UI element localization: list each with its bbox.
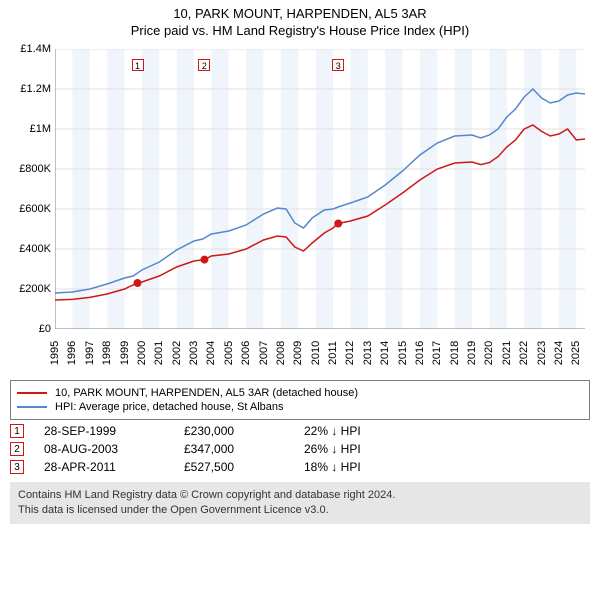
x-axis-label: 2015: [397, 341, 409, 365]
sale-date: 08-AUG-2003: [44, 442, 184, 456]
footer-licence: Contains HM Land Registry data © Crown c…: [10, 482, 590, 524]
sale-price: £527,500: [184, 460, 304, 474]
legend: 10, PARK MOUNT, HARPENDEN, AL5 3AR (deta…: [10, 380, 590, 420]
chart-svg: [55, 49, 585, 329]
x-axis-label: 2024: [553, 341, 565, 365]
x-axis-label: 2017: [431, 341, 443, 365]
x-axis-label: 2020: [483, 341, 495, 365]
y-axis-label: £1.2M: [20, 83, 51, 95]
x-axis-label: 2023: [536, 341, 548, 365]
x-axis-label: 2021: [501, 341, 513, 365]
sale-price: £230,000: [184, 424, 304, 438]
chart-area: 1 2 3 £0 £200K £400K £600K £800K £1M £1.2M £1.4M 19…: [5, 44, 595, 374]
sale-diff: 18% ↓ HPI: [304, 460, 361, 474]
y-axis-label: £1M: [30, 123, 51, 135]
sale-date: 28-SEP-1999: [44, 424, 184, 438]
x-axis-label: 2004: [205, 341, 217, 365]
footer-line: This data is licensed under the Open Gov…: [18, 503, 582, 518]
title-block: 10, PARK MOUNT, HARPENDEN, AL5 3AR Price…: [0, 0, 600, 40]
x-axis-label: 2019: [466, 341, 478, 365]
x-axis-label: 2012: [344, 341, 356, 365]
title-subtitle: Price paid vs. HM Land Registry's House …: [0, 23, 600, 38]
footer-line: Contains HM Land Registry data © Crown c…: [18, 488, 582, 503]
sale-marker-icon: 3: [10, 460, 24, 474]
x-axis-label: 2025: [570, 341, 582, 365]
x-axis-label: 2009: [292, 341, 304, 365]
y-axis-label: £200K: [19, 283, 51, 295]
title-address: 10, PARK MOUNT, HARPENDEN, AL5 3AR: [0, 6, 600, 21]
x-axis-label: 2000: [136, 341, 148, 365]
legend-label: HPI: Average price, detached house, St A…: [55, 401, 284, 413]
sales-list: 1 28-SEP-1999 £230,000 22% ↓ HPI 2 08-AU…: [0, 424, 600, 474]
sale-marker-icon: 2: [10, 442, 24, 456]
x-axis-label: 1999: [119, 341, 131, 365]
sale-diff: 22% ↓ HPI: [304, 424, 361, 438]
sale-row: 1 28-SEP-1999 £230,000 22% ↓ HPI: [10, 424, 590, 438]
x-axis-label: 2007: [258, 341, 270, 365]
x-axis-label: 2022: [518, 341, 530, 365]
plot-region: [55, 49, 585, 329]
x-axis-label: 1998: [101, 341, 113, 365]
sale-row: 2 08-AUG-2003 £347,000 26% ↓ HPI: [10, 442, 590, 456]
sale-price: £347,000: [184, 442, 304, 456]
x-axis-label: 1995: [49, 341, 61, 365]
legend-label: 10, PARK MOUNT, HARPENDEN, AL5 3AR (deta…: [55, 387, 358, 399]
x-axis-label: 2011: [327, 341, 339, 365]
y-axis-label: £600K: [19, 203, 51, 215]
x-axis-label: 2013: [362, 341, 374, 365]
y-axis-label: £1.4M: [20, 43, 51, 55]
y-axis-label: £800K: [19, 163, 51, 175]
x-axis-label: 2006: [240, 341, 252, 365]
chart-marker-icon: 1: [132, 59, 144, 71]
chart-marker-icon: 3: [332, 59, 344, 71]
sale-row: 3 28-APR-2011 £527,500 18% ↓ HPI: [10, 460, 590, 474]
x-axis-label: 1997: [84, 341, 96, 365]
x-axis-label: 2005: [223, 341, 235, 365]
x-axis-label: 2003: [188, 341, 200, 365]
x-axis-label: 2018: [449, 341, 461, 365]
y-axis-label: £400K: [19, 243, 51, 255]
chart-marker-icon: 2: [198, 59, 210, 71]
legend-line-icon: [17, 406, 47, 408]
sale-date: 28-APR-2011: [44, 460, 184, 474]
x-axis-label: 2001: [153, 341, 165, 365]
x-axis-label: 2014: [379, 341, 391, 365]
y-axis-label: £0: [39, 323, 51, 335]
legend-row: HPI: Average price, detached house, St A…: [17, 401, 583, 413]
x-axis-label: 2016: [414, 341, 426, 365]
x-axis-label: 2008: [275, 341, 287, 365]
legend-row: 10, PARK MOUNT, HARPENDEN, AL5 3AR (deta…: [17, 387, 583, 399]
sale-diff: 26% ↓ HPI: [304, 442, 361, 456]
legend-line-icon: [17, 392, 47, 394]
sale-marker-icon: 1: [10, 424, 24, 438]
x-axis-label: 1996: [66, 341, 78, 365]
x-axis-label: 2010: [310, 341, 322, 365]
x-axis-label: 2002: [171, 341, 183, 365]
chart-container: 10, PARK MOUNT, HARPENDEN, AL5 3AR Price…: [0, 0, 600, 524]
